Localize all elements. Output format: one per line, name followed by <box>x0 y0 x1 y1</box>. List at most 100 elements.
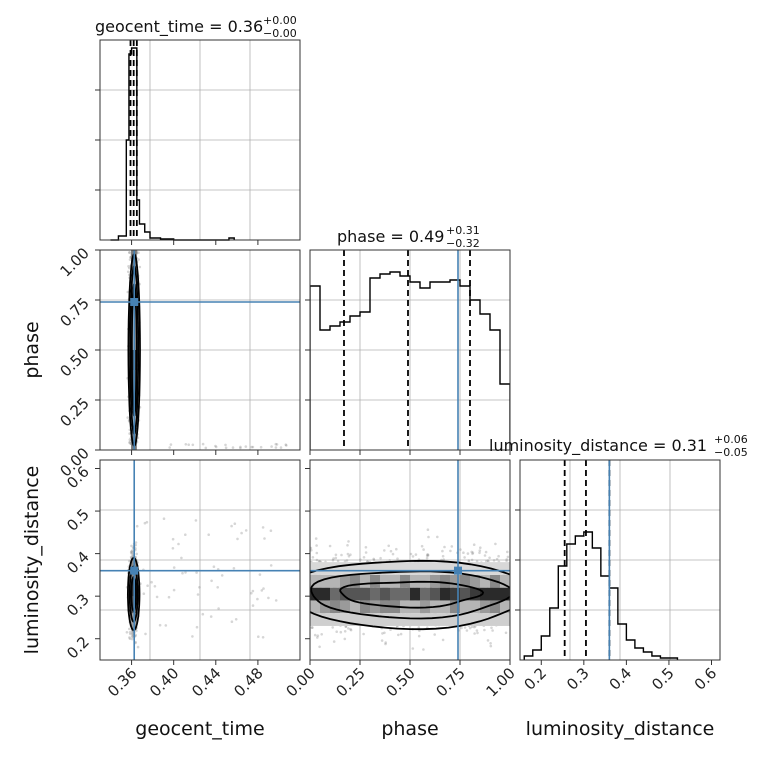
sample-point <box>172 566 176 569</box>
sample-point <box>389 549 393 553</box>
sample-point <box>244 529 248 532</box>
density-bin <box>440 600 450 614</box>
sample-point <box>261 526 265 529</box>
sample-point <box>315 558 319 562</box>
scatter-points <box>125 517 278 649</box>
sample-point <box>391 552 395 556</box>
sample-point <box>478 551 481 555</box>
sample-point <box>450 545 454 548</box>
sample-point <box>334 556 338 560</box>
sample-point <box>489 642 492 645</box>
sample-point <box>479 546 482 549</box>
sample-point <box>259 445 263 449</box>
sample-point <box>484 550 488 554</box>
sample-point <box>504 631 508 635</box>
sample-point <box>414 553 418 556</box>
sample-point <box>220 574 224 577</box>
sample-point <box>463 556 466 559</box>
density-bin <box>330 587 340 601</box>
y-tick-label: 0.2 <box>63 633 93 663</box>
y-tick-label: 1.00 <box>56 244 92 280</box>
sample-point <box>279 446 283 449</box>
sample-point <box>269 529 273 532</box>
x-tick-label: 0.48 <box>230 664 266 700</box>
sample-point <box>195 571 198 574</box>
density-bin <box>470 574 480 588</box>
sample-point <box>426 528 430 531</box>
sample-point <box>128 559 131 563</box>
density-bin <box>340 613 350 626</box>
sample-point <box>130 635 134 638</box>
sample-point <box>397 633 400 637</box>
sample-point <box>244 445 248 448</box>
density-bin <box>490 587 500 601</box>
sample-point <box>346 552 350 556</box>
sample-point <box>463 626 467 629</box>
sample-point <box>184 571 187 574</box>
sample-point <box>130 552 133 555</box>
sample-point <box>349 628 353 632</box>
histogram-luminosity-distance <box>523 531 679 660</box>
sample-point <box>384 641 388 644</box>
density-bin <box>370 587 380 601</box>
sample-point <box>433 633 437 636</box>
sample-point <box>230 620 234 623</box>
panel-geocent-time-histogram <box>95 39 301 245</box>
sample-point <box>191 635 194 638</box>
sample-point <box>126 290 130 294</box>
sample-point <box>475 629 479 632</box>
x-tick-label: 0.00 <box>282 664 318 700</box>
sample-point <box>257 635 260 638</box>
density-bin <box>330 600 340 614</box>
sample-point <box>168 446 171 449</box>
title-luminosity-distance: luminosity_distance = 0.31 <box>489 436 707 456</box>
x-tick-label: 0.75 <box>432 664 468 700</box>
ylabel-phase: phase <box>21 321 43 378</box>
sample-point <box>195 625 199 629</box>
y-tick-label: 0.5 <box>63 505 93 535</box>
sample-point <box>381 632 384 635</box>
sample-point <box>467 559 471 562</box>
sample-point <box>137 258 140 261</box>
sample-point <box>316 634 320 637</box>
sample-point <box>316 636 319 639</box>
sample-point <box>262 587 265 590</box>
density-bin <box>440 562 450 575</box>
density-bin <box>440 613 450 626</box>
sample-point <box>389 628 392 631</box>
sample-point <box>128 627 131 631</box>
sample-point <box>346 544 349 547</box>
y-tick-label: 0.25 <box>56 394 92 430</box>
density-bin <box>460 613 470 626</box>
sample-point <box>239 445 242 449</box>
sample-point <box>468 626 472 630</box>
sample-point <box>311 626 314 629</box>
sample-point <box>395 547 398 551</box>
sample-point <box>332 640 336 643</box>
density-bin <box>390 562 400 575</box>
density-bin <box>460 574 470 588</box>
sample-point <box>425 556 429 560</box>
sample-point <box>239 446 242 450</box>
title-luminosity-distance-plus: +0.06 <box>714 433 748 446</box>
sample-point <box>256 597 259 601</box>
sample-point <box>250 445 253 449</box>
density-contour <box>127 252 141 448</box>
x-tick-label: 0.25 <box>332 664 368 700</box>
sample-point <box>470 625 474 628</box>
density-bin <box>500 587 510 601</box>
density-bin <box>400 562 410 575</box>
density-bin <box>480 587 490 601</box>
sample-point <box>210 579 213 583</box>
density-bin <box>310 562 320 575</box>
density-bin <box>410 562 420 575</box>
sample-point <box>153 585 157 588</box>
sample-point <box>488 556 491 560</box>
sample-point <box>436 535 439 539</box>
density-bin <box>450 574 460 588</box>
sample-point <box>155 595 159 599</box>
sample-point <box>476 631 479 635</box>
sample-point <box>459 548 462 551</box>
sample-point <box>128 251 131 254</box>
